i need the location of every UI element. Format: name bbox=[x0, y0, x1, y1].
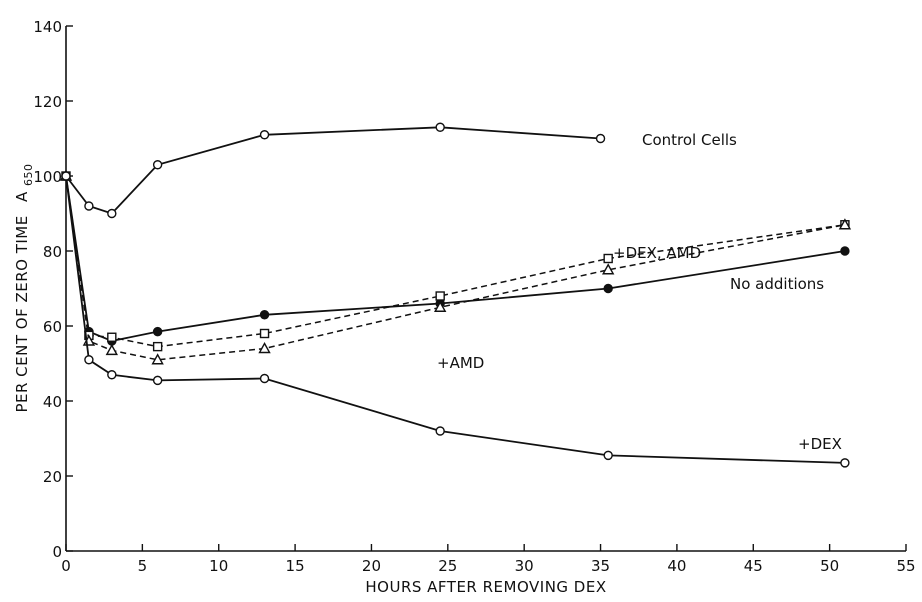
y-tick-label: 60 bbox=[43, 318, 62, 336]
data-point bbox=[603, 253, 613, 264]
axes bbox=[65, 26, 906, 552]
data-point bbox=[433, 300, 447, 312]
data-point bbox=[152, 160, 163, 170]
y-axis-title-text: PER CENT OF ZERO TIME bbox=[13, 215, 31, 412]
x-tick-label: 25 bbox=[438, 557, 457, 575]
data-point bbox=[595, 133, 606, 144]
svg-text:PER CENT OF ZERO TIME A: PER CENT OF ZERO TIME A 650 bbox=[13, 163, 35, 412]
y-tick-label: 0 bbox=[52, 543, 62, 561]
data-point bbox=[840, 246, 850, 256]
data-point bbox=[61, 171, 71, 181]
label-dex-amd: +DEX, AMD bbox=[613, 244, 701, 262]
series-layer bbox=[59, 122, 852, 468]
data-point bbox=[603, 450, 613, 461]
x-tick-label: 0 bbox=[61, 557, 71, 575]
data-point bbox=[107, 332, 117, 342]
data-point bbox=[84, 201, 94, 211]
data-point bbox=[152, 341, 163, 352]
data-point bbox=[107, 208, 117, 219]
series-dex bbox=[61, 171, 850, 468]
series-line bbox=[65, 126, 601, 215]
series-line bbox=[65, 175, 845, 464]
x-tick-label: 30 bbox=[515, 557, 534, 575]
x-tick-label: 15 bbox=[286, 557, 305, 575]
series-no-additions bbox=[61, 171, 850, 346]
y-tick-label: 120 bbox=[33, 93, 62, 111]
label-control-cells: Control Cells bbox=[642, 131, 737, 149]
data-point bbox=[435, 426, 445, 436]
series-line bbox=[65, 175, 846, 361]
data-point bbox=[107, 370, 117, 380]
y-tick-label: 40 bbox=[43, 393, 62, 411]
series-amd bbox=[59, 169, 852, 365]
y-tick-label: 140 bbox=[33, 18, 62, 36]
series-dex-amd bbox=[61, 171, 850, 352]
data-point bbox=[259, 310, 270, 320]
y-axis-title-symbol: A bbox=[13, 191, 31, 202]
label-no-additions: No additions bbox=[730, 275, 824, 293]
y-axis-title-subscript: 650 bbox=[22, 163, 35, 186]
x-tick-label: 10 bbox=[209, 557, 228, 575]
series-control-cells bbox=[61, 122, 606, 219]
data-point bbox=[152, 375, 163, 386]
x-axis-title: HOURS AFTER REMOVING DEX bbox=[365, 578, 606, 596]
data-point bbox=[151, 353, 164, 365]
data-point bbox=[838, 218, 852, 230]
x-tick-label: 5 bbox=[138, 557, 148, 575]
data-point bbox=[259, 130, 270, 140]
y-tick-label: 80 bbox=[43, 243, 62, 261]
x-tick-label: 20 bbox=[362, 557, 381, 575]
x-tick-label: 45 bbox=[744, 557, 763, 575]
y-tick-label: 20 bbox=[43, 468, 62, 486]
data-point bbox=[435, 122, 445, 132]
x-tick-label: 50 bbox=[820, 557, 839, 575]
series-line bbox=[65, 175, 846, 348]
data-point bbox=[259, 328, 270, 339]
data-point bbox=[840, 458, 850, 468]
x-tick-label: 55 bbox=[896, 557, 915, 575]
y-ticks: 0 20 40 60 80 100 120 140 bbox=[33, 18, 73, 561]
data-point bbox=[258, 342, 271, 354]
x-ticks: 0 5 10 15 20 25 30 35 40 45 50 55 bbox=[61, 544, 916, 575]
data-point bbox=[603, 283, 613, 294]
series-labels: Control Cells +DEX, AMD No additions +AM… bbox=[437, 131, 842, 453]
x-tick-label: 35 bbox=[591, 557, 610, 575]
data-point bbox=[84, 355, 94, 365]
x-tick-label: 40 bbox=[667, 557, 686, 575]
y-axis-title: PER CENT OF ZERO TIME A 650 bbox=[13, 163, 35, 412]
data-point bbox=[152, 326, 163, 337]
label-amd: +AMD bbox=[437, 354, 484, 372]
data-point bbox=[435, 291, 445, 301]
data-point bbox=[105, 343, 119, 356]
data-point bbox=[259, 373, 270, 384]
series-line bbox=[65, 175, 846, 342]
data-point bbox=[601, 263, 615, 275]
label-dex: +DEX bbox=[798, 435, 842, 453]
y-tick-label: 100 bbox=[33, 168, 62, 186]
